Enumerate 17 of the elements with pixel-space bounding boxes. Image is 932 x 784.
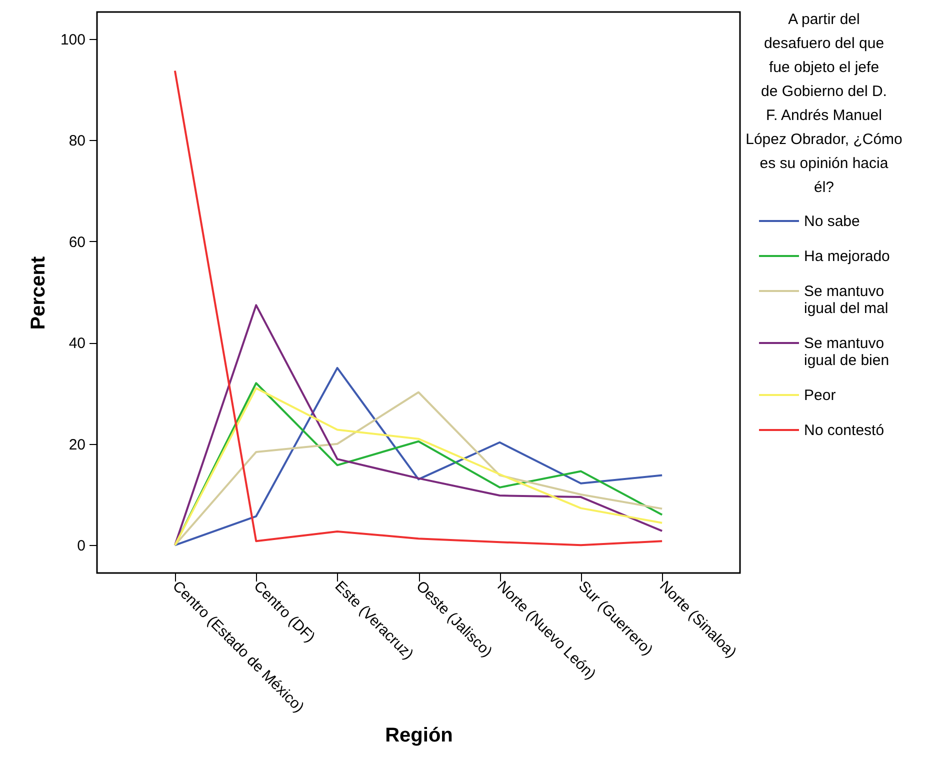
legend-label: No sabe (804, 213, 860, 230)
legend-label: Se mantuvo igual de bien (804, 335, 890, 369)
line-series (174, 70, 664, 546)
legend-label: Se mantuvo igual del mal (804, 283, 888, 317)
y-tick-label: 100 (60, 31, 86, 48)
y-tick-label: 40 (68, 335, 86, 352)
legend-label: Peor (804, 387, 836, 404)
x-axis-title: Región (385, 724, 453, 746)
legend-label: Ha mejorado (804, 248, 890, 265)
line-series (174, 304, 664, 546)
legend-label: No contestó (804, 422, 884, 439)
y-tick-label: 80 (68, 132, 86, 150)
y-axis-title: Percent (27, 256, 50, 330)
legend-title: A partir del desafuero del que fue objeto el jefe de Gobierno del D. F. Andrés Manuel López Obrador, ¿Cómo es su opinión hacia él? (746, 11, 902, 196)
y-tick-label: 0 (77, 538, 86, 555)
y-tick-label: 60 (68, 234, 86, 251)
y-tick-label: 20 (68, 436, 86, 454)
